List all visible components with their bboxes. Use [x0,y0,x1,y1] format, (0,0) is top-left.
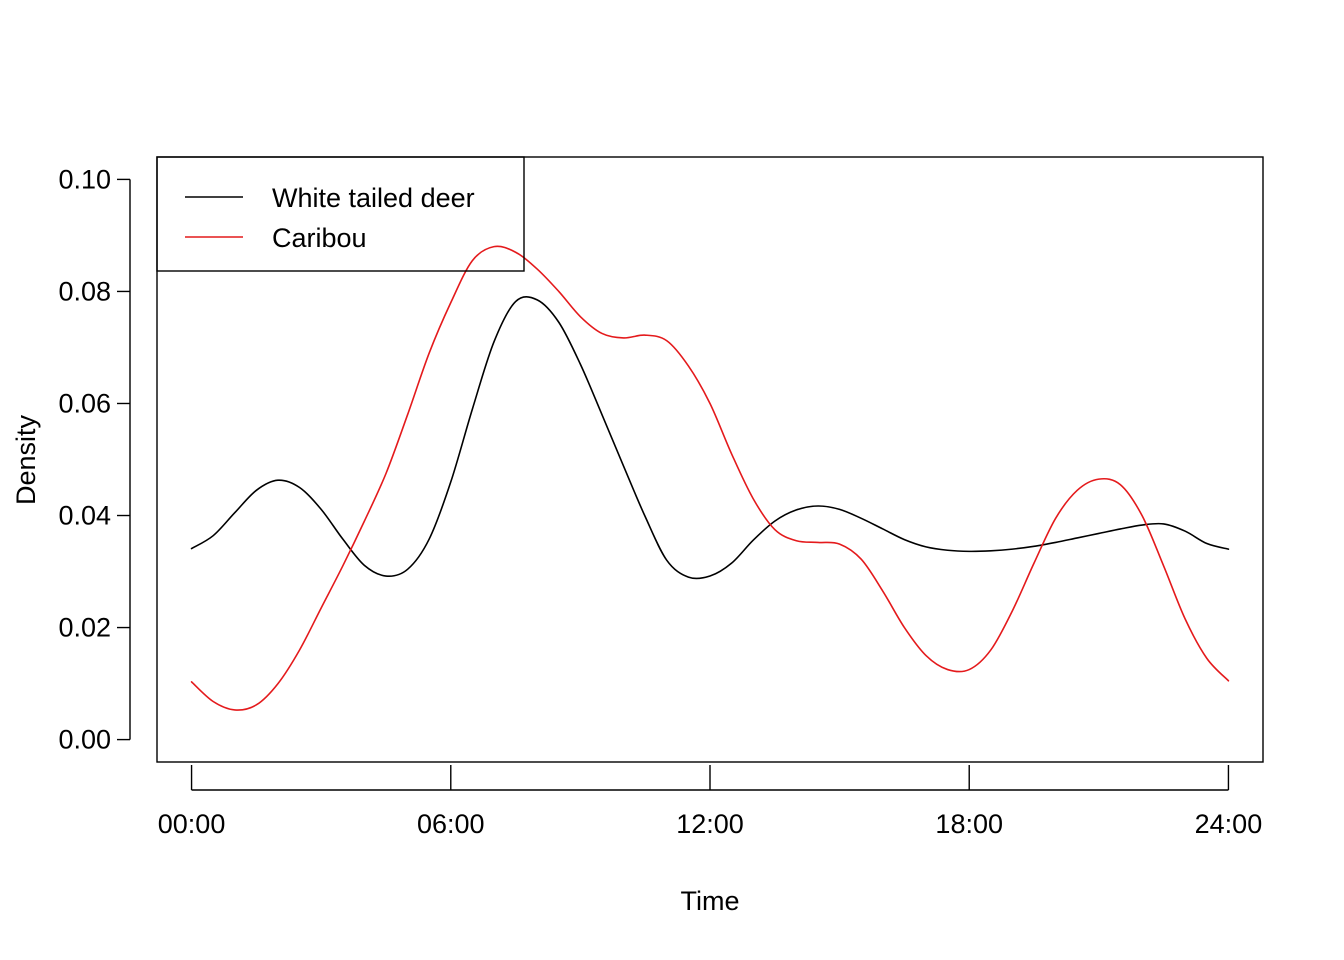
x-tick-label: 18:00 [935,809,1003,839]
plot-frame [156,156,1264,763]
legend: White tailed deer Caribou [156,156,525,272]
y-tick-label: 0.02 [58,613,111,643]
y-axis-title: Density [11,414,41,505]
legend-box [156,156,525,272]
y-tick-label: 0.10 [58,164,111,194]
legend-label: Caribou [272,223,367,253]
y-tick-label: 0.00 [58,725,111,755]
y-tick-label: 0.06 [58,388,111,418]
x-axis-title: Time [681,886,740,916]
x-axis: 00:00 06:00 12:00 18:00 24:00 [158,765,1262,839]
x-tick-label: 00:00 [158,809,226,839]
y-axis: 0.00 0.02 0.04 0.06 0.08 0.10 [58,164,131,755]
y-tick-label: 0.04 [58,501,111,531]
x-tick-label: 06:00 [417,809,485,839]
series-line-white-tailed-deer [190,295,1230,580]
legend-label: White tailed deer [272,183,475,213]
y-tick-label: 0.08 [58,276,111,306]
series-line-caribou [190,245,1230,711]
series-lines [190,245,1230,711]
x-tick-label: 12:00 [676,809,744,839]
plot-area [156,156,1264,763]
x-tick-label: 24:00 [1195,809,1263,839]
